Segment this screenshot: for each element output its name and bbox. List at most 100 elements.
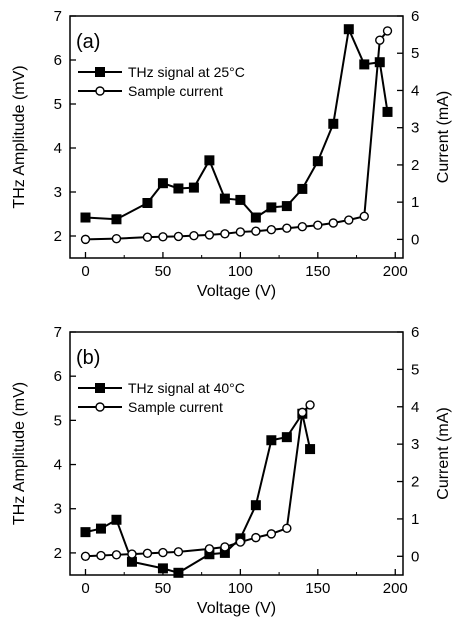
panel-label: (b) xyxy=(76,347,100,369)
data-point-square xyxy=(157,563,168,574)
panel-label: (a) xyxy=(76,31,100,53)
data-point-square xyxy=(297,183,308,194)
y-left-tick-label: 6 xyxy=(54,368,62,385)
data-point-circle xyxy=(96,550,106,561)
data-point-circle xyxy=(282,523,292,533)
y-left-tick-label: 7 xyxy=(54,324,62,341)
y-right-tick-label: 6 xyxy=(411,8,419,25)
legend-marker-circle xyxy=(95,402,105,412)
data-point-circle xyxy=(235,537,246,547)
data-point-circle xyxy=(328,218,339,228)
y-left-axis-title: THz Amplitude (mV) xyxy=(11,382,28,525)
y-left-tick-label: 3 xyxy=(54,184,62,201)
x-tick-label: 50 xyxy=(155,580,172,597)
plot-frame xyxy=(69,15,404,259)
series-line-thz xyxy=(85,25,389,221)
data-point-square xyxy=(281,432,292,443)
data-point-circle xyxy=(266,529,277,539)
y-left-axis-title: THz Amplitude (mV) xyxy=(11,65,28,208)
data-point-circle xyxy=(204,230,215,240)
data-point-square xyxy=(374,57,385,68)
data-point-square xyxy=(80,212,91,223)
x-axis-title: Voltage (V) xyxy=(197,600,276,617)
y-right-tick-label: 2 xyxy=(411,157,419,174)
legend-label: THz signal at 25°C xyxy=(128,64,245,80)
data-point-circle xyxy=(80,551,91,562)
y-right-tick-label: 3 xyxy=(411,436,419,453)
y-left-tick-label: 5 xyxy=(54,412,62,429)
data-point-square xyxy=(235,194,246,205)
x-tick-label: 100 xyxy=(228,263,253,280)
data-point-circle xyxy=(127,549,137,559)
panel-b: 0 50 100 150 200 2 3 4 5 6 7 0 1 2 3 4 5 6 Voltage (V) THz … xyxy=(11,324,452,617)
data-point-circle xyxy=(111,550,122,560)
y-right-tick-label: 0 xyxy=(411,231,419,248)
y-left-tick-label: 2 xyxy=(54,545,62,562)
data-point-circle xyxy=(142,548,153,559)
y-left-tick-label: 4 xyxy=(54,140,62,157)
y-right-tick-label: 3 xyxy=(411,120,419,137)
data-point-circle xyxy=(173,231,184,242)
x-tick-label: 0 xyxy=(81,580,89,597)
data-point-square xyxy=(111,514,122,525)
y-right-tick-label: 6 xyxy=(411,324,419,341)
x-tick-label: 100 xyxy=(228,580,253,597)
data-point-circle xyxy=(297,222,308,232)
data-point-square xyxy=(312,156,323,167)
data-point-circle xyxy=(282,223,292,233)
plot-frame xyxy=(69,331,404,576)
legend-marker-square xyxy=(95,383,105,393)
series-line-current xyxy=(85,30,389,241)
data-point-circle xyxy=(189,230,199,241)
data-point-square xyxy=(305,444,316,455)
series-line-current xyxy=(85,404,311,558)
x-tick-label: 0 xyxy=(81,263,89,280)
data-point-square xyxy=(173,183,184,194)
x-axis-title: Voltage (V) xyxy=(197,283,276,300)
data-point-circle xyxy=(111,233,122,244)
data-point-circle xyxy=(297,407,308,418)
data-point-square xyxy=(359,59,370,70)
data-point-square xyxy=(173,567,184,578)
data-point-circle xyxy=(142,232,153,242)
data-point-square xyxy=(142,198,153,208)
legend-marker-square xyxy=(95,67,105,77)
y-right-tick-label: 0 xyxy=(411,548,419,565)
y-left-tick-label: 3 xyxy=(54,501,62,518)
legend-marker-circle xyxy=(95,86,105,96)
x-tick-label: 200 xyxy=(383,580,408,597)
data-point-circle xyxy=(220,542,230,552)
data-point-circle xyxy=(313,220,323,230)
series-line-thz xyxy=(85,411,312,574)
data-point-circle xyxy=(80,234,91,245)
y-left-tick-label: 5 xyxy=(54,96,62,113)
data-point-square xyxy=(157,178,168,189)
data-point-square xyxy=(328,118,339,129)
data-point-circle xyxy=(220,229,230,239)
data-point-circle xyxy=(235,227,246,237)
y-right-tick-label: 1 xyxy=(411,511,419,528)
data-point-circle xyxy=(305,400,315,410)
y-right-axis-title: Current (mA) xyxy=(435,407,452,499)
data-point-circle xyxy=(251,532,261,543)
data-point-square xyxy=(111,214,122,225)
legend-label: Sample current xyxy=(128,399,223,415)
data-point-square xyxy=(80,527,91,538)
data-point-circle xyxy=(359,211,369,222)
data-point-square xyxy=(95,523,106,534)
data-point-square xyxy=(266,202,277,213)
data-point-circle xyxy=(344,215,354,225)
y-left-tick-label: 6 xyxy=(54,52,62,69)
y-right-tick-label: 4 xyxy=(411,399,419,416)
y-left-tick-label: 7 xyxy=(54,8,62,25)
legend-label: Sample current xyxy=(128,83,223,99)
data-point-square xyxy=(188,182,199,193)
data-point-circle xyxy=(251,226,261,236)
data-point-square xyxy=(382,106,393,117)
data-point-circle xyxy=(266,225,277,235)
y-left-tick-label: 4 xyxy=(54,457,62,474)
data-point-square xyxy=(250,500,261,511)
x-tick-label: 150 xyxy=(305,580,330,597)
data-point-square xyxy=(266,435,277,446)
